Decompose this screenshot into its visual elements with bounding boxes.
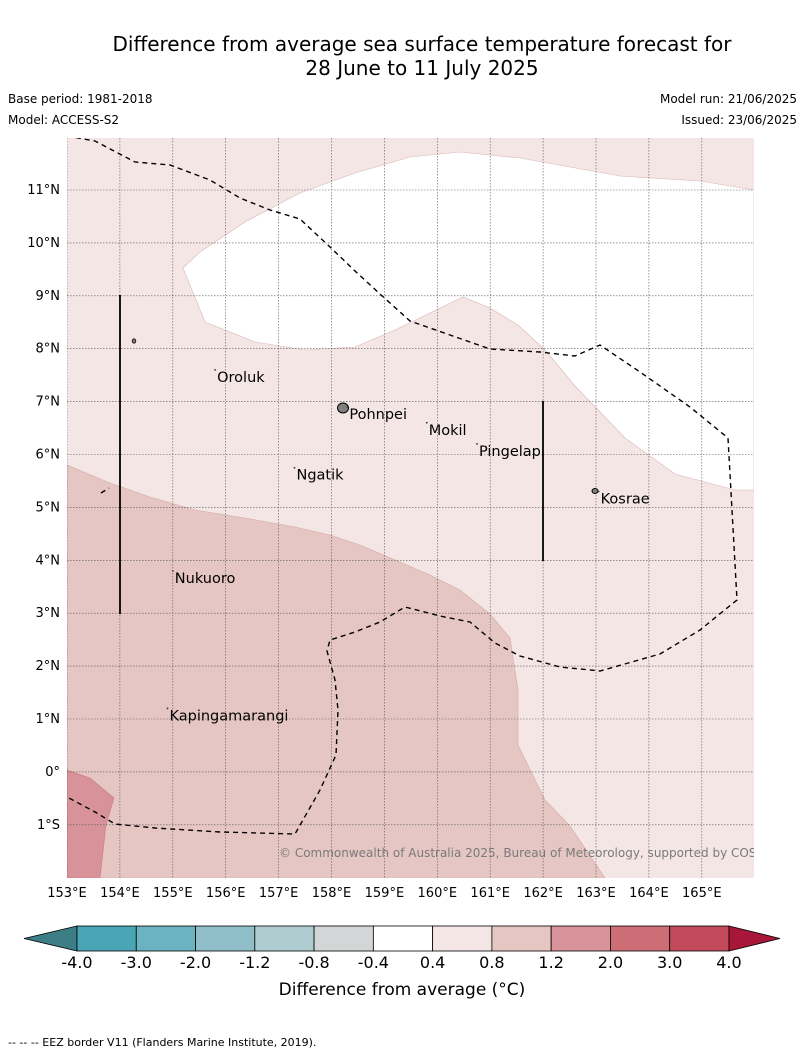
lon-tick-label: 162°E [523, 886, 563, 901]
colorbar-tick-label: -3.0 [121, 953, 152, 972]
colorbar: -4.0 -3.0 -2.0 -1.2 -0.8 -0.4 0.4 0.8 1.2 2.0 3.0 4… [23, 925, 781, 972]
pohnpei-island [337, 402, 349, 414]
islands [131, 338, 599, 494]
colorbar-segment [195, 925, 256, 952]
place-marker [293, 466, 296, 469]
colorbar-segment [610, 925, 671, 952]
place-marker [214, 368, 217, 371]
latitude-tick-labels: 11°N 10°N 9°N 8°N 7°N 6°N 5°N 4°N 3°N 2°N 1°N 0° 1°S [27, 183, 60, 833]
lon-tick-label: 157°E [259, 886, 299, 901]
place-marker [346, 405, 349, 408]
place-marker [597, 490, 600, 493]
lon-tick-label: 158°E [312, 886, 352, 901]
small-island [131, 338, 137, 344]
map-title: Difference from average sea surface temp… [0, 32, 804, 80]
lon-tick-label: 161°E [470, 886, 510, 901]
colorbar-tick-label: -2.0 [180, 953, 211, 972]
lat-tick-label: 1°S [37, 818, 60, 833]
eez-border-north [67, 138, 738, 835]
place-label: Oroluk [217, 370, 265, 386]
colorbar-segment [76, 925, 137, 952]
colorbar-tick-label: -0.8 [298, 953, 329, 972]
colorbar-tick-label: 1.2 [538, 953, 563, 972]
lat-tick-label: 0° [45, 765, 60, 780]
colorbar-segment [135, 925, 196, 952]
place-marker [425, 421, 428, 424]
colorbar-tick-label: -4.0 [61, 953, 92, 972]
lat-tick-label: 6°N [36, 448, 61, 463]
colorbar-tick-label: 0.4 [420, 953, 445, 972]
lon-tick-label: 153°E [47, 886, 87, 901]
lat-tick-label: 10°N [27, 236, 60, 251]
neutral-anomaly-region [182, 151, 754, 491]
place-marker [166, 707, 169, 710]
lon-tick-label: 165°E [682, 886, 722, 901]
place-marker [171, 569, 174, 572]
place-label: Nukuoro [175, 571, 236, 587]
colorbar-tick-label: 4.0 [716, 953, 741, 972]
lat-tick-label: 3°N [36, 606, 61, 621]
colorbar-segment [669, 925, 730, 952]
lon-tick-label: 155°E [153, 886, 193, 901]
lon-tick-label: 163°E [576, 886, 616, 901]
colorbar-low-extension [23, 925, 78, 952]
issued-date: Issued: 23/06/2025 [681, 113, 797, 127]
colorbar-segment [550, 925, 611, 952]
lat-tick-label: 1°N [36, 712, 61, 727]
lat-tick-label: 8°N [36, 342, 61, 357]
lon-tick-label: 156°E [206, 886, 246, 901]
lon-tick-label: 160°E [418, 886, 458, 901]
colorbar-tick-label: -0.4 [358, 953, 389, 972]
longitude-tick-labels: 153°E 154°E 155°E 156°E 157°E 158°E 159°E 160°E… [47, 886, 721, 901]
colorbar-high-extension [728, 925, 781, 952]
place-marker [476, 443, 478, 445]
anomaly-0.8-1.2-region [67, 464, 606, 878]
colorbar-tick-label: -1.2 [239, 953, 270, 972]
lat-tick-label: 11°N [27, 183, 60, 198]
boundary-lines [119, 295, 544, 614]
lat-tick-label: 7°N [36, 395, 61, 410]
base-period: Base period: 1981-2018 [8, 92, 153, 106]
colorbar-tick-label: 2.0 [598, 953, 623, 972]
copyright-note: © Commonwealth of Australia 2025, Bureau… [279, 846, 784, 860]
colorbar-segment [491, 925, 552, 952]
eez-border-fragment [100, 487, 110, 494]
colorbar-tick-label: 0.8 [479, 953, 504, 972]
lat-tick-label: 4°N [36, 553, 61, 568]
colorbar-label: Difference from average (°C) [278, 980, 526, 1000]
place-labels: Oroluk Pohnpei Mokil Pingelap Ngatik Kosrae Nu… [166, 368, 650, 724]
colorbar-segment [432, 925, 493, 952]
lon-tick-label: 154°E [100, 886, 140, 901]
title-line-1: Difference from average sea surface temp… [112, 32, 732, 56]
place-label: Kapingamarangi [170, 708, 289, 724]
lat-tick-label: 9°N [36, 289, 61, 304]
model-name: Model: ACCESS-S2 [8, 113, 120, 127]
colorbar-segment [313, 925, 374, 952]
place-label: Pingelap [479, 444, 541, 460]
lat-tick-label: 5°N [36, 500, 61, 515]
model-run: Model run: 21/06/2025 [659, 92, 797, 106]
lon-tick-label: 159°E [365, 886, 405, 901]
colorbar-segment [254, 925, 315, 952]
place-label: Kosrae [601, 492, 650, 508]
place-label: Mokil [429, 423, 467, 439]
eez-borders [67, 138, 738, 835]
map-area: © Commonwealth of Australia 2025, Bureau… [67, 138, 784, 878]
colorbar-tick-label: 3.0 [657, 953, 682, 972]
place-label: Ngatik [296, 468, 344, 484]
footnote: -- -- -- EEZ border V11 (Flanders Marine… [8, 1036, 317, 1049]
kosrae-island [591, 488, 599, 494]
place-label: Pohnpei [349, 407, 407, 423]
title-line-2: 28 June to 11 July 2025 [305, 56, 539, 80]
colorbar-segment [372, 925, 434, 952]
lon-tick-label: 164°E [629, 886, 669, 901]
lat-tick-label: 2°N [36, 659, 61, 674]
